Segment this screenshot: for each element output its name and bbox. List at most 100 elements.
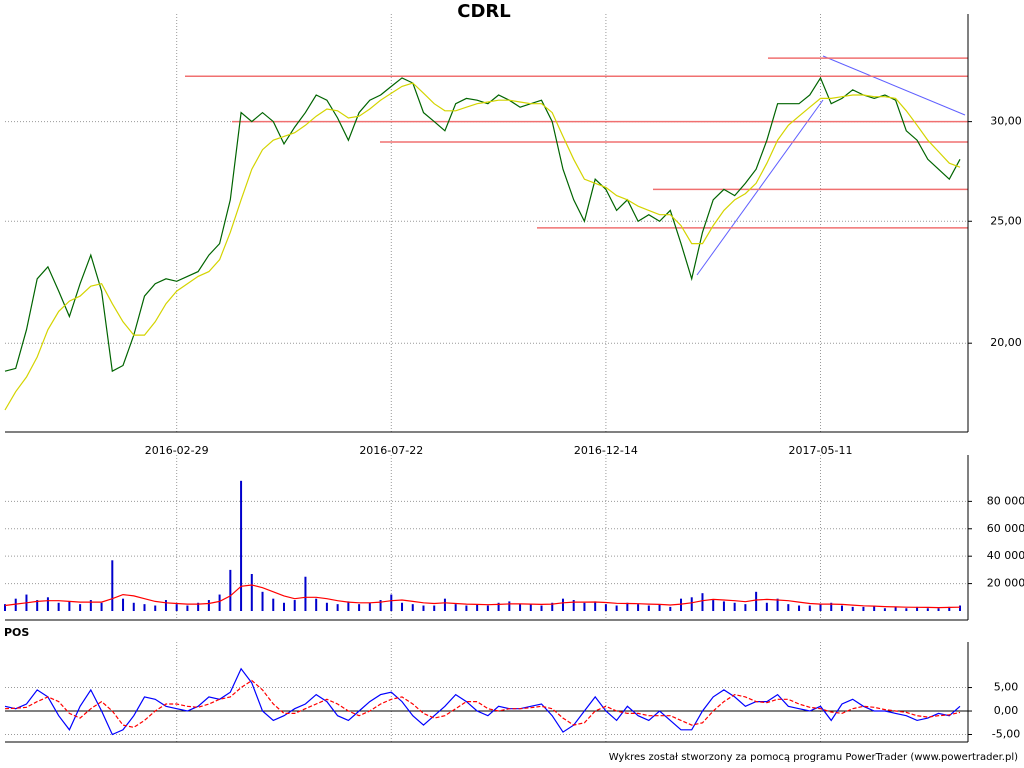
bar <box>712 600 715 611</box>
bar <box>873 605 876 611</box>
bar <box>36 600 39 611</box>
x-tick-label: 2016-07-22 <box>359 444 423 457</box>
bar <box>261 591 264 611</box>
bar <box>272 598 275 611</box>
bar <box>336 604 339 611</box>
y-tick-label: 60 000 <box>987 522 1024 535</box>
trend-line <box>696 99 824 276</box>
bar <box>197 602 200 611</box>
bar <box>218 594 221 611</box>
bar <box>787 604 790 611</box>
y-tick-label: 30,00 <box>990 115 1022 128</box>
bar <box>916 606 919 611</box>
bar <box>840 605 843 611</box>
bar <box>293 600 296 611</box>
footer: Wykres został stworzony za pomocą progra… <box>609 752 1018 763</box>
bar <box>4 604 6 611</box>
bar <box>808 605 811 611</box>
bar <box>422 605 425 611</box>
bar <box>669 606 672 611</box>
bar <box>701 593 704 611</box>
bar <box>229 569 232 611</box>
bar <box>851 606 854 611</box>
bar <box>862 606 865 611</box>
y-tick-label: 40 000 <box>987 549 1024 562</box>
bar <box>594 601 597 611</box>
bar <box>497 602 500 611</box>
bar <box>358 604 361 611</box>
bar <box>476 604 479 611</box>
series-line <box>4 82 961 411</box>
bar <box>948 606 951 611</box>
panel-title: POS <box>4 626 29 639</box>
bar <box>894 606 897 611</box>
bar <box>486 605 489 611</box>
bar <box>154 605 157 611</box>
y-tick-label: 25,00 <box>990 214 1022 227</box>
bar <box>132 602 135 611</box>
chart-title: CDRL <box>457 1 510 22</box>
series-line <box>4 76 961 373</box>
bar <box>798 605 801 611</box>
series-line <box>4 667 961 736</box>
bar <box>89 600 92 611</box>
bar <box>79 604 82 611</box>
bar <box>282 602 285 611</box>
bar <box>529 604 532 611</box>
bar <box>744 604 747 611</box>
bar <box>572 600 575 611</box>
bar <box>347 601 350 611</box>
bar <box>830 602 833 611</box>
bar <box>315 598 318 611</box>
bar <box>959 605 961 611</box>
bar <box>561 598 564 611</box>
bar <box>658 604 661 611</box>
bar <box>883 608 886 611</box>
bar <box>519 604 522 611</box>
bar <box>143 604 146 611</box>
bar <box>175 604 178 611</box>
x-tick-label: 2016-12-14 <box>574 444 638 457</box>
bar <box>776 598 779 611</box>
bar <box>122 598 125 611</box>
y-tick-label: 80 000 <box>987 494 1024 507</box>
series-line <box>4 679 961 729</box>
bar <box>937 608 940 611</box>
bar <box>680 598 683 611</box>
bar <box>111 560 114 611</box>
bar <box>390 594 393 611</box>
bar <box>100 602 103 611</box>
series-line <box>4 584 961 609</box>
y-tick-label: 5,00 <box>994 681 1019 694</box>
bar <box>819 604 822 611</box>
bar <box>647 605 650 611</box>
bar <box>615 605 618 611</box>
bar <box>454 604 457 611</box>
y-tick-label: -5,00 <box>992 727 1020 740</box>
bar <box>604 604 607 611</box>
bar <box>690 597 693 611</box>
bar <box>240 480 243 611</box>
bar <box>905 608 908 611</box>
y-tick-label: 20 000 <box>987 577 1024 590</box>
bar <box>46 597 49 611</box>
bar <box>755 591 758 611</box>
bar <box>583 602 586 611</box>
bar <box>508 601 511 611</box>
bar <box>68 601 71 611</box>
y-tick-label: 0,00 <box>994 704 1019 717</box>
bar <box>304 576 307 611</box>
bar <box>540 605 543 611</box>
bar <box>765 602 768 611</box>
bar <box>401 602 404 611</box>
bar <box>57 602 60 611</box>
bar <box>733 602 736 611</box>
bar <box>926 608 929 611</box>
bar <box>207 600 210 611</box>
bar <box>465 605 468 611</box>
bar <box>164 600 167 611</box>
bar <box>551 602 554 611</box>
x-tick-label: 2017-05-11 <box>789 444 853 457</box>
